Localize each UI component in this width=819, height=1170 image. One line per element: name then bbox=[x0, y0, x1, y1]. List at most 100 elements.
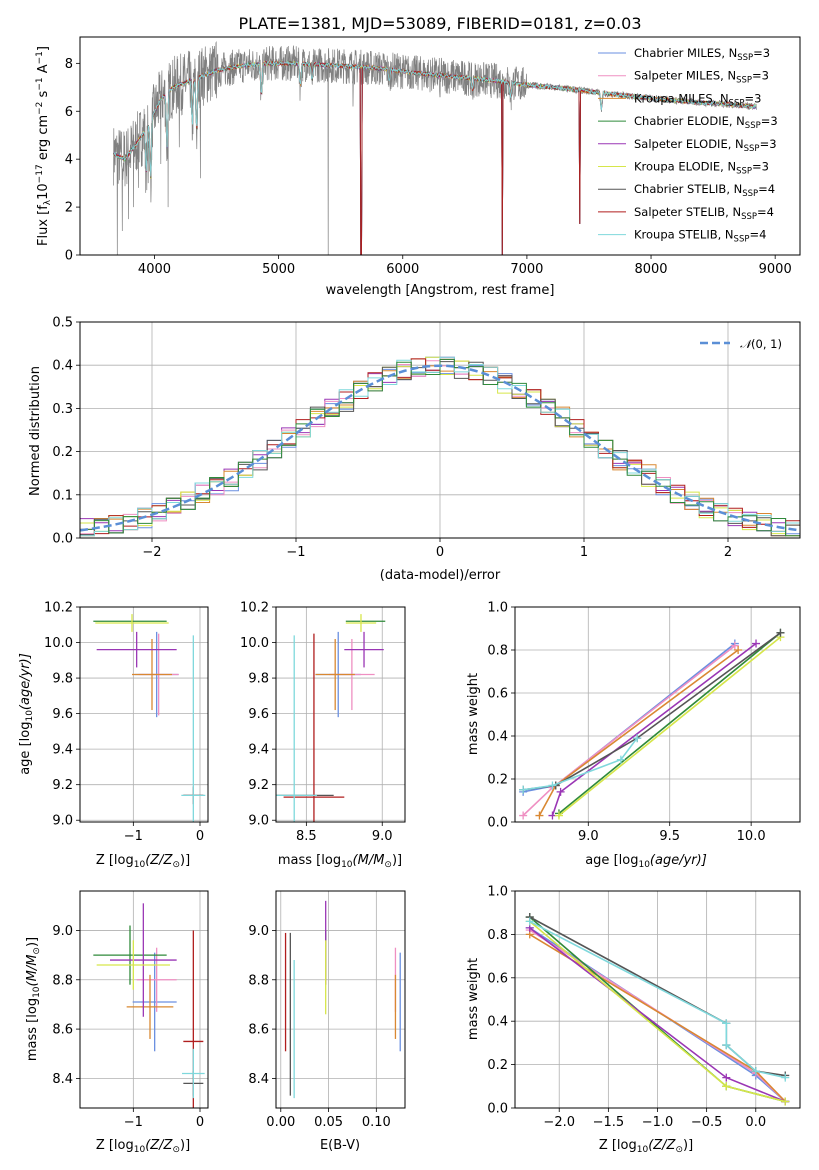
residual-xlabel: (data-model)/error bbox=[380, 568, 501, 583]
legend-nssp: =3 bbox=[752, 160, 769, 174]
x-tick-label: 9000 bbox=[759, 262, 792, 277]
y-tick-label: 9.0 bbox=[248, 924, 269, 939]
weight-line bbox=[551, 642, 757, 816]
panel-spectrum: PLATE=1381, MJD=53089, FIBERID=0181, z=0… bbox=[35, 14, 801, 298]
legend-subscript: SSP bbox=[734, 235, 750, 245]
legend-nssp: =3 bbox=[744, 91, 761, 105]
x-tick-label: −2.0 bbox=[543, 1115, 575, 1130]
legend-text: Kroupa STELIB, N bbox=[634, 228, 734, 242]
plot-area bbox=[93, 614, 206, 822]
residual-plot: −2 −1 0 1 2 0.0 0.1 0.2 0.3 0.4 0.5 𝒩(0, 1) bbox=[52, 316, 801, 560]
panel-residuals: −2 −1 0 1 2 0.0 0.1 0.2 0.3 0.4 0.5 𝒩(0, 1) (data-m… bbox=[28, 316, 801, 583]
massZ-xlabel: Z [log10(Z/Z⊙)] bbox=[96, 1138, 190, 1155]
ageZ-ylabel: age [log10(age/yr)] bbox=[18, 653, 35, 775]
legend-nssp: =4 bbox=[758, 182, 775, 196]
spectrum-ylabel: Flux [fλ10−17 erg cm−2 s−1 A−1] bbox=[35, 46, 53, 246]
y-tick-label: 8.8 bbox=[52, 973, 73, 988]
x-tick-label: 5000 bbox=[262, 262, 295, 277]
weight-marker bbox=[556, 787, 565, 796]
x-tick-label: 0.00 bbox=[266, 1115, 295, 1130]
legend-subscript: SSP bbox=[736, 76, 752, 86]
y-tick-label: 0.6 bbox=[487, 971, 508, 986]
legend-text: Chabrier ELODIE, N bbox=[634, 114, 745, 128]
massZ-ylabel: mass [log10(M/M⊙)] bbox=[25, 937, 42, 1061]
plot-area bbox=[525, 913, 790, 1106]
wZ-xlabel: Z [log10(Z/Z⊙)] bbox=[599, 1138, 693, 1155]
legend-subscript: SSP bbox=[742, 189, 758, 199]
legend-text: Kroupa MILES, N bbox=[634, 91, 729, 105]
plot-area bbox=[113, 41, 757, 255]
legend-nssp: =3 bbox=[761, 114, 778, 128]
weight-line bbox=[522, 737, 638, 791]
x-tick-label: 0.0 bbox=[745, 1115, 766, 1130]
x-tick-label: 8000 bbox=[634, 262, 667, 277]
x-tick-label: 2 bbox=[724, 545, 732, 560]
panel-age-mass: 8.5 9.0 9.0 9.2 9.4 9.6 9.8 10.0 10.2 mass [log1… bbox=[240, 601, 406, 870]
plot-area bbox=[284, 900, 401, 1099]
weight-marker bbox=[722, 1041, 731, 1050]
x-tick-label: 0 bbox=[436, 545, 444, 560]
massE-xlabel: E(B-V) bbox=[320, 1138, 360, 1153]
x-tick-label: −1 bbox=[124, 1115, 143, 1130]
x-tick-label: −0.5 bbox=[691, 1115, 723, 1130]
mass-vs-ebv-plot: 0.00 0.05 0.10 8.4 8.6 8.8 9.0 bbox=[248, 890, 406, 1130]
weight-marker bbox=[633, 734, 642, 743]
x-tick-label: 7000 bbox=[510, 262, 543, 277]
legend-text: Salpeter ELODIE, N bbox=[634, 137, 744, 151]
y-tick-label: 0.0 bbox=[487, 1102, 508, 1117]
y-tick-label: 9.2 bbox=[248, 778, 269, 793]
x-tick-label: 0.05 bbox=[314, 1115, 343, 1130]
axes-frame bbox=[275, 890, 406, 1109]
plot-area bbox=[519, 628, 785, 820]
y-tick-label: 0.1 bbox=[52, 488, 73, 503]
legend-nssp: =3 bbox=[752, 69, 769, 83]
spectrum-plot: 4000 5000 6000 7000 8000 9000 0 2 4 6 8 Chabrier MI… bbox=[65, 36, 801, 277]
weight-marker bbox=[535, 811, 544, 820]
y-tick-label: 0 bbox=[65, 249, 73, 264]
legend-label: Chabrier STELIB, NSSP=4 bbox=[634, 182, 775, 199]
weight-line bbox=[558, 632, 782, 815]
y-tick-label: 9.0 bbox=[52, 814, 73, 829]
weight-marker bbox=[730, 641, 739, 650]
weight-line bbox=[522, 642, 736, 793]
x-tick-label: 9.0 bbox=[578, 829, 599, 844]
panel-mass-Z: −1 0 8.4 8.6 8.8 9.0 Z [log10(Z/Z⊙)] mass [lo… bbox=[25, 890, 209, 1155]
legend-label: Kroupa MILES, NSSP=3 bbox=[634, 91, 761, 108]
ageZ-xlabel: Z [log10(Z/Z⊙)] bbox=[96, 853, 190, 870]
y-tick-label: 9.6 bbox=[248, 707, 269, 722]
x-tick-label: −2 bbox=[142, 545, 161, 560]
age-vs-Z-plot: −1 0 9.0 9.2 9.4 9.6 9.8 10.0 10.2 bbox=[44, 601, 209, 844]
weight-marker bbox=[781, 1073, 790, 1082]
legend-text: Chabrier MILES, N bbox=[634, 46, 737, 60]
y-tick-label: 9.4 bbox=[52, 743, 73, 758]
legend-nssp: =4 bbox=[749, 228, 766, 242]
y-tick-label: 8.4 bbox=[52, 1072, 73, 1087]
axes-frame bbox=[79, 606, 209, 823]
legend-label: Chabrier ELODIE, NSSP=3 bbox=[634, 114, 778, 131]
y-tick-label: 0.8 bbox=[487, 644, 508, 659]
weight-marker bbox=[752, 639, 761, 648]
y-tick-label: 4 bbox=[65, 153, 73, 168]
y-tick-label: 9.6 bbox=[52, 707, 73, 722]
y-tick-label: 0.4 bbox=[487, 1015, 508, 1030]
legend-text: Salpeter MILES, N bbox=[634, 69, 736, 83]
legend-subscript: SSP bbox=[737, 53, 753, 63]
age-vs-mass-plot: 8.5 9.0 9.0 9.2 9.4 9.6 9.8 10.0 10.2 bbox=[240, 601, 406, 844]
spectrum-title: PLATE=1381, MJD=53089, FIBERID=0181, z=0… bbox=[238, 14, 641, 33]
plot-area bbox=[276, 614, 386, 822]
x-tick-label: 0 bbox=[196, 829, 204, 844]
weight-marker bbox=[616, 755, 625, 764]
y-tick-label: 0.5 bbox=[52, 316, 73, 331]
x-tick-label: −1.0 bbox=[642, 1115, 674, 1130]
x-tick-label: 1 bbox=[580, 545, 588, 560]
weight-line bbox=[558, 636, 782, 817]
y-tick-label: 9.0 bbox=[52, 924, 73, 939]
y-tick-label: 8 bbox=[65, 57, 73, 72]
x-tick-label: 0.10 bbox=[362, 1115, 391, 1130]
y-tick-label: 2 bbox=[65, 201, 73, 216]
y-tick-label: 8.8 bbox=[248, 973, 269, 988]
panel-age-Z: −1 0 9.0 9.2 9.4 9.6 9.8 10.0 10.2 Z [log10(Z/Z⊙… bbox=[18, 601, 209, 870]
weight-marker bbox=[781, 1097, 790, 1106]
ageM-xlabel: mass [log10(M/M⊙)] bbox=[278, 853, 402, 870]
y-tick-label: 0.2 bbox=[487, 773, 508, 788]
